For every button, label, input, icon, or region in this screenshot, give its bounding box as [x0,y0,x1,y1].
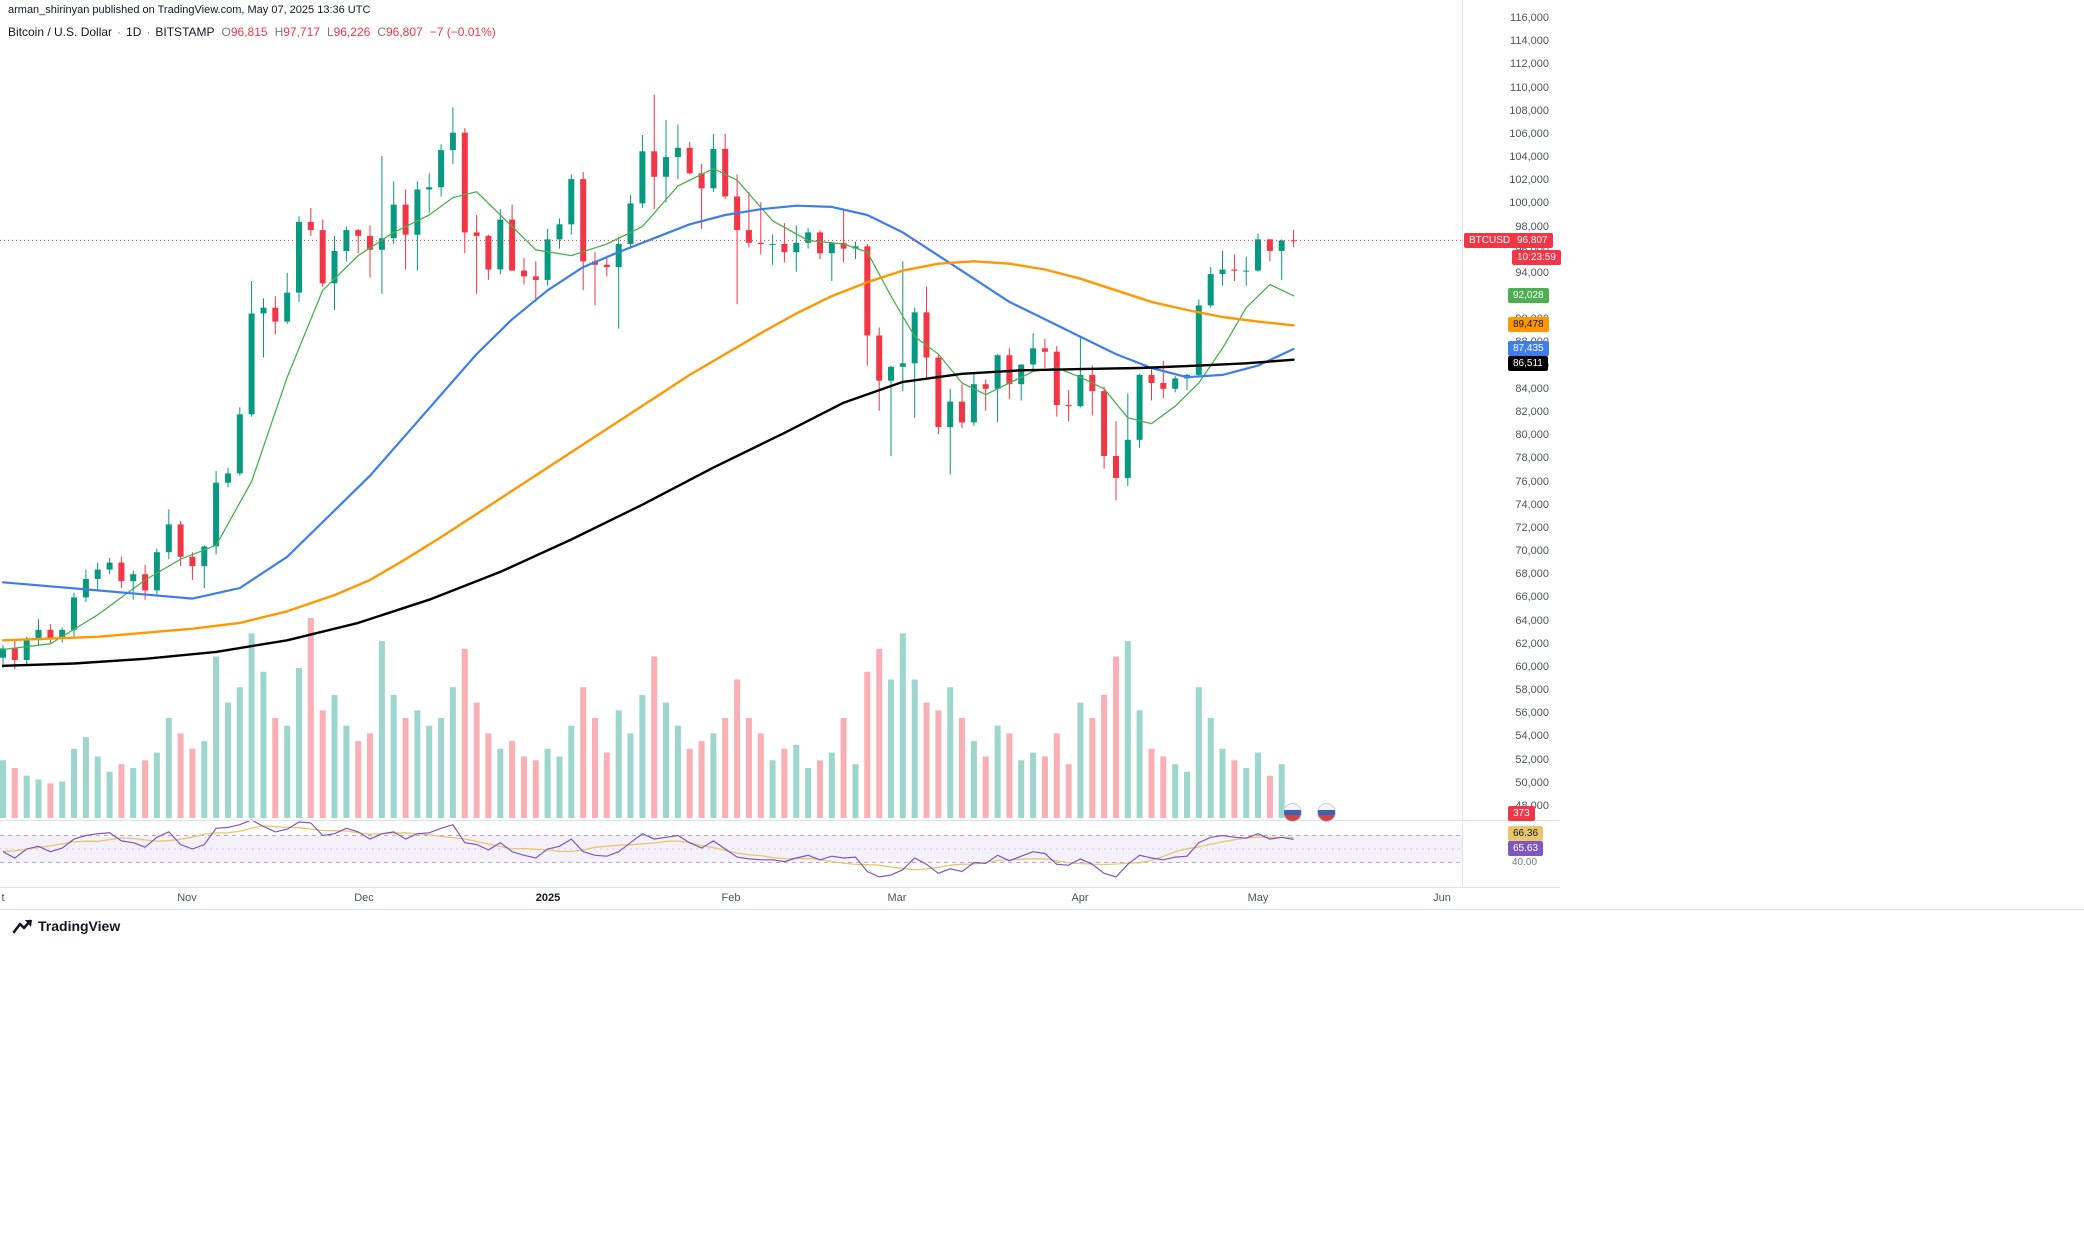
indicator-ma-line [2,825,1294,871]
price-axis-label: 98,000 [1515,221,1549,233]
symbol-badge: BTCUSD [1464,233,1516,248]
volume-badge: 373 [1508,806,1535,821]
ma-black-line [1,358,1295,667]
symbol-legend[interactable]: Bitcoin / U.S. Dollar · 1D · BITSTAMP O96,815… [8,25,496,39]
time-axis-label: Dec [354,892,374,904]
price-axis-label: 58,000 [1515,684,1549,696]
price-axis-label: 82,000 [1515,406,1549,418]
candlesticks [0,94,1297,670]
price-axis-label: 74,000 [1515,499,1549,511]
price-axis-label: 54,000 [1515,730,1549,742]
ma-green-price-badge: 92,028 [1508,288,1549,303]
ohlc-field-key: L [326,25,334,39]
price-axis-label: 102,000 [1509,174,1549,186]
indicator-line [2,819,1294,878]
ma-blue-price-badge: 87,435 [1508,341,1549,356]
ohlc-field-value: 97,717 [283,25,320,39]
price-axis-label: 68,000 [1515,568,1549,580]
price-axis-label: 114,000 [1510,35,1549,47]
time-axis-label: Jun [1433,892,1451,904]
tradingview-logo[interactable] [12,916,34,938]
time-axis-label: t [1,892,5,904]
ohlc-field-value: 96,815 [230,25,268,39]
last-price-badge: 96,807 [1512,233,1553,248]
price-axis[interactable]: 116,000 114,000 112,000 110,000 108,000 106,0… [1462,0,1559,886]
time-axis-label: May [1247,892,1269,904]
price-axis-label: 80,000 [1515,429,1549,441]
price-axis-label: 76,000 [1515,476,1549,488]
ohlc-field-value: 96,807 [386,25,423,39]
symbol-interval[interactable]: 1D [126,25,142,39]
symbol-title[interactable]: Bitcoin / U.S. Dollar [8,25,113,39]
time-axis-label: Feb [721,892,741,904]
ohlc-field-key: H [274,25,284,39]
footer-toolbar: TradingView [0,909,2084,944]
time-axis[interactable]: t Nov Dec 2025 Feb Mar Apr May Jun [0,887,1560,909]
price-axis-label: 78,000 [1515,452,1549,464]
ohlc-field-key: O [221,25,231,39]
ma-orange-line [1,260,1295,642]
separator-dot: · [146,25,151,39]
price-axis-label: 94,000 [1515,267,1549,279]
pane-separator [0,820,1560,821]
indicator-level-label: 40.00 [1512,857,1538,868]
time-axis-label: 2025 [535,892,561,904]
price-axis-label: 66,000 [1515,591,1549,603]
time-axis-label: Apr [1071,892,1089,904]
brand-wordmark[interactable]: TradingView [38,918,121,934]
price-change: −7 (−0.01%) [429,25,496,39]
symbol-exchange[interactable]: BITSTAMP [155,25,215,39]
ohlc-field-key: C [377,25,386,39]
price-axis-label: 60,000 [1515,661,1549,673]
ohlc-values: O96,815 H97,717 L96,226 C96,807 [215,25,423,39]
ma-green-line [2,167,1295,651]
attribution-text: arman_shirinyan published on TradingView… [8,4,371,16]
price-axis-label: 116,000 [1510,12,1549,24]
price-axis-label: 64,000 [1515,615,1549,627]
indicator-ma-badge: 66.36 [1508,826,1544,841]
time-axis-label: Nov [177,892,197,904]
ma-orange-price-badge: 89,478 [1508,317,1549,332]
price-axis-label: 100,000 [1509,197,1549,209]
ma-blue-line [1,204,1295,600]
separator-dot: · [117,25,122,39]
price-axis-label: 50,000 [1515,777,1549,789]
price-axis-label: 62,000 [1515,638,1549,650]
price-axis-label: 112,000 [1510,58,1549,70]
volume-bars [0,618,1297,818]
price-axis-label: 104,000 [1509,151,1549,163]
price-axis-label: 108,000 [1509,105,1549,117]
price-axis-label: 106,000 [1509,128,1549,140]
price-axis-label: 52,000 [1515,754,1549,766]
time-axis-label: Mar [887,892,907,904]
bar-countdown-badge: 10:23:59 [1512,250,1561,265]
chart-canvas[interactable] [0,0,1462,886]
ma-black-price-badge: 86,511 [1508,356,1548,371]
price-axis-label: 110,000 [1510,82,1549,94]
price-axis-label: 70,000 [1515,545,1549,557]
price-axis-label: 72,000 [1515,522,1549,534]
circle-flag-icon [1283,803,1302,822]
ohlc-field-value: 96,226 [333,25,371,39]
indicator-pane [0,835,1462,863]
circle-flag-icon [1317,803,1336,822]
price-axis-label: 84,000 [1515,383,1549,395]
price-axis-label: 56,000 [1515,707,1549,719]
indicator-value-badge: 65.63 [1508,841,1544,856]
